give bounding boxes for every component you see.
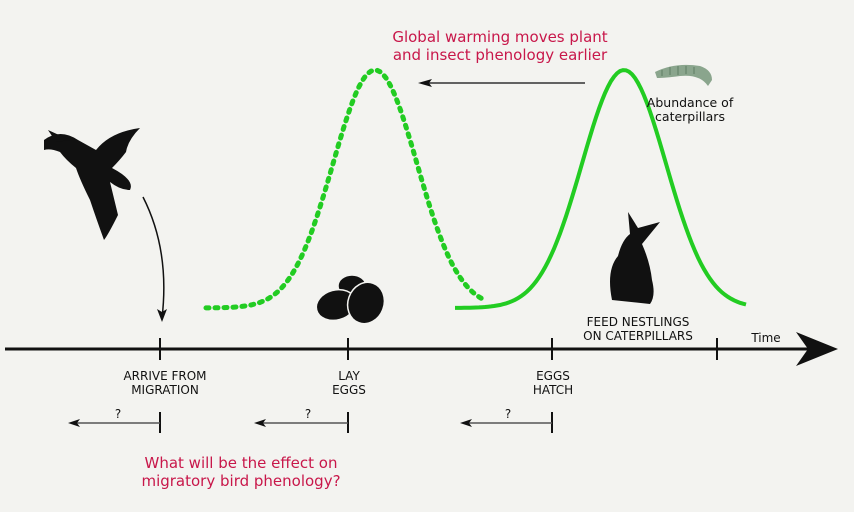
- caterpillar-icon: [655, 64, 712, 86]
- shift-question-lay: ?: [305, 407, 311, 421]
- time-axis-arrowhead: [796, 332, 838, 366]
- axis-ticks: [159, 338, 718, 360]
- shift-earlier-arrowhead: [418, 79, 432, 87]
- event-lay-line-1: LAY: [338, 369, 360, 383]
- shift-question-hatch: ?: [505, 407, 511, 421]
- feed-label-line-1: FEED NESTLINGS: [587, 315, 690, 329]
- shifted-caterpillar-curve: [203, 67, 485, 311]
- event-hatch-line-2: HATCH: [533, 383, 573, 397]
- caterpillar-abundance-curve: [455, 68, 747, 310]
- time-axis-label: Time: [750, 331, 780, 345]
- headline-line-1: Global warming moves plant: [392, 28, 607, 46]
- curve-label-line-1: Abundance of: [647, 95, 734, 110]
- question-line-1: What will be the effect on: [145, 454, 338, 472]
- feed-label-line-2: ON CATERPILLARS: [583, 329, 693, 343]
- bird-silhouette-icon: [44, 128, 140, 240]
- event-arrive-line-1: ARRIVE FROM: [123, 369, 206, 383]
- shift-arrow-hatch: ?: [460, 407, 553, 433]
- shift-question-arrive: ?: [115, 407, 121, 421]
- nestling-silhouette-icon: [610, 212, 660, 304]
- headline-line-2: and insect phenology earlier: [393, 46, 608, 64]
- event-hatch-line-1: EGGS: [536, 369, 570, 383]
- event-lay-line-2: EGGS: [332, 383, 366, 397]
- question-line-2: migratory bird phenology?: [141, 472, 340, 490]
- curve-label-line-2: caterpillars: [655, 109, 725, 124]
- eggs-icon: [315, 274, 386, 325]
- shift-arrow-lay: ?: [254, 407, 349, 433]
- shift-arrow-arrive: ?: [68, 407, 161, 433]
- arrival-arrow: [142, 196, 165, 319]
- arrival-arrowhead: [157, 309, 167, 322]
- event-arrive-line-2: MIGRATION: [131, 383, 199, 397]
